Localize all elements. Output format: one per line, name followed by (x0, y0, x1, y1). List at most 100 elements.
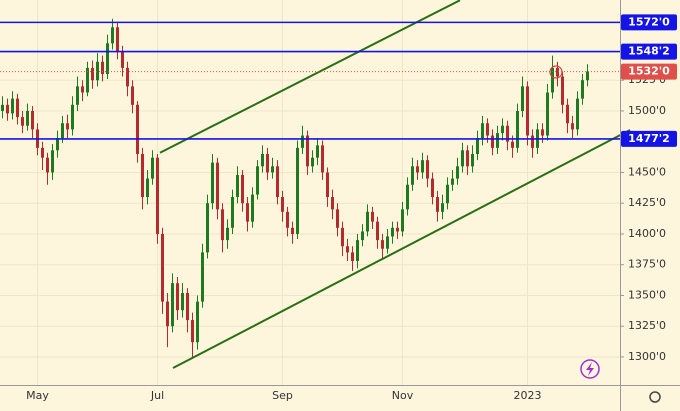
candle-body (556, 67, 559, 77)
candle-body (166, 301, 169, 327)
x-tick-label: Jul (150, 389, 164, 402)
candle-body (171, 283, 174, 327)
candle-body (396, 227, 399, 232)
price-level: 1532'0 (621, 63, 677, 80)
candle-body (446, 184, 449, 204)
y-tick-label: 1375'0 (628, 258, 666, 271)
axes: 1300'0 1325'0 1350'0 1375'0 1400'0 1425'0 1450… (26, 14, 677, 402)
x-tick-label: May (26, 389, 49, 402)
candle-body (56, 138, 59, 151)
candle-body (76, 86, 79, 105)
candle-body (216, 162, 219, 210)
candle-body (411, 166, 414, 185)
candle-body (176, 283, 179, 311)
candle-body (561, 76, 564, 105)
level-label-box (621, 43, 677, 60)
candle-body (81, 86, 84, 93)
candle-body (346, 246, 349, 253)
candle-body (451, 178, 454, 185)
alert-icon-bolt (586, 362, 594, 376)
candle-body (511, 141, 514, 148)
candle-body (261, 154, 264, 167)
candle-body (181, 292, 184, 311)
candle-body (476, 138, 479, 154)
candle-body (461, 150, 464, 167)
plot (0, 0, 631, 369)
candle-body (481, 123, 484, 139)
candle-body (101, 61, 104, 75)
candle-body (201, 252, 204, 302)
candle-body (491, 135, 494, 148)
price-level: 1477'2 (621, 130, 677, 147)
candle-body (431, 178, 434, 198)
level-label: 1477'2 (628, 132, 670, 145)
candle-body (291, 227, 294, 234)
candle-body (416, 166, 419, 173)
candle-body (21, 117, 24, 126)
candle-body (401, 209, 404, 232)
candle-body (161, 233, 164, 302)
settings-icon[interactable] (649, 391, 661, 403)
candle-body (526, 86, 529, 136)
candle-body (281, 197, 284, 212)
candle-body (456, 166, 459, 179)
candle-body (501, 125, 504, 134)
price-level: 1548'2 (621, 43, 677, 60)
y-tick-label: 1400'0 (628, 227, 666, 240)
candle-body (91, 67, 94, 81)
candle-body (386, 236, 389, 249)
candle-body (326, 172, 329, 198)
candle-body (146, 178, 149, 198)
candle-body (376, 221, 379, 241)
candle-body (111, 27, 114, 44)
y-tick-label: 1325'0 (628, 319, 666, 332)
candle-body (311, 157, 314, 167)
candle-body (221, 209, 224, 241)
candle-body (546, 92, 549, 136)
candle-body (61, 123, 64, 139)
trend-line (159, 0, 461, 154)
candle-body (306, 135, 309, 167)
candle-body (371, 211, 374, 222)
level-label-box (621, 130, 677, 147)
candle-body (46, 157, 49, 173)
candle-body (336, 209, 339, 228)
trend-line (172, 129, 631, 369)
y-tick-label: 1350'0 (628, 288, 666, 301)
level-label: 1572'0 (628, 15, 670, 28)
candle-body (206, 203, 209, 253)
candle-body (391, 227, 394, 237)
candle-body (506, 125, 509, 142)
candle-body (136, 104, 139, 154)
candle-body (131, 86, 134, 105)
candle-body (16, 98, 19, 118)
candle-body (121, 51, 124, 68)
candle-body (486, 123, 489, 136)
candle-body (466, 150, 469, 167)
y-tick-label: 1425'0 (628, 196, 666, 209)
candle-body (571, 123, 574, 130)
candle-body (436, 197, 439, 212)
candle-body (1, 104, 4, 111)
candle-body (266, 154, 269, 173)
candle-body (406, 184, 409, 210)
alert-icon[interactable] (580, 359, 600, 379)
candle-body (226, 227, 229, 241)
candle-body (66, 123, 69, 130)
candle-body (236, 174, 239, 198)
candle-body (361, 231, 364, 241)
candle-body (31, 110, 34, 130)
candle-body (551, 67, 554, 93)
candle-body (471, 154, 474, 167)
x-tick-label: Sep (272, 389, 293, 402)
candle-body (71, 104, 74, 130)
candle-body (366, 211, 369, 232)
candle-body (286, 211, 289, 228)
candle-body (301, 135, 304, 148)
price-level: 1572'0 (621, 14, 677, 31)
candle-body (126, 67, 129, 87)
candle-body (156, 157, 159, 234)
candle-body (351, 252, 354, 262)
x-tick-label: 2023 (514, 389, 542, 402)
